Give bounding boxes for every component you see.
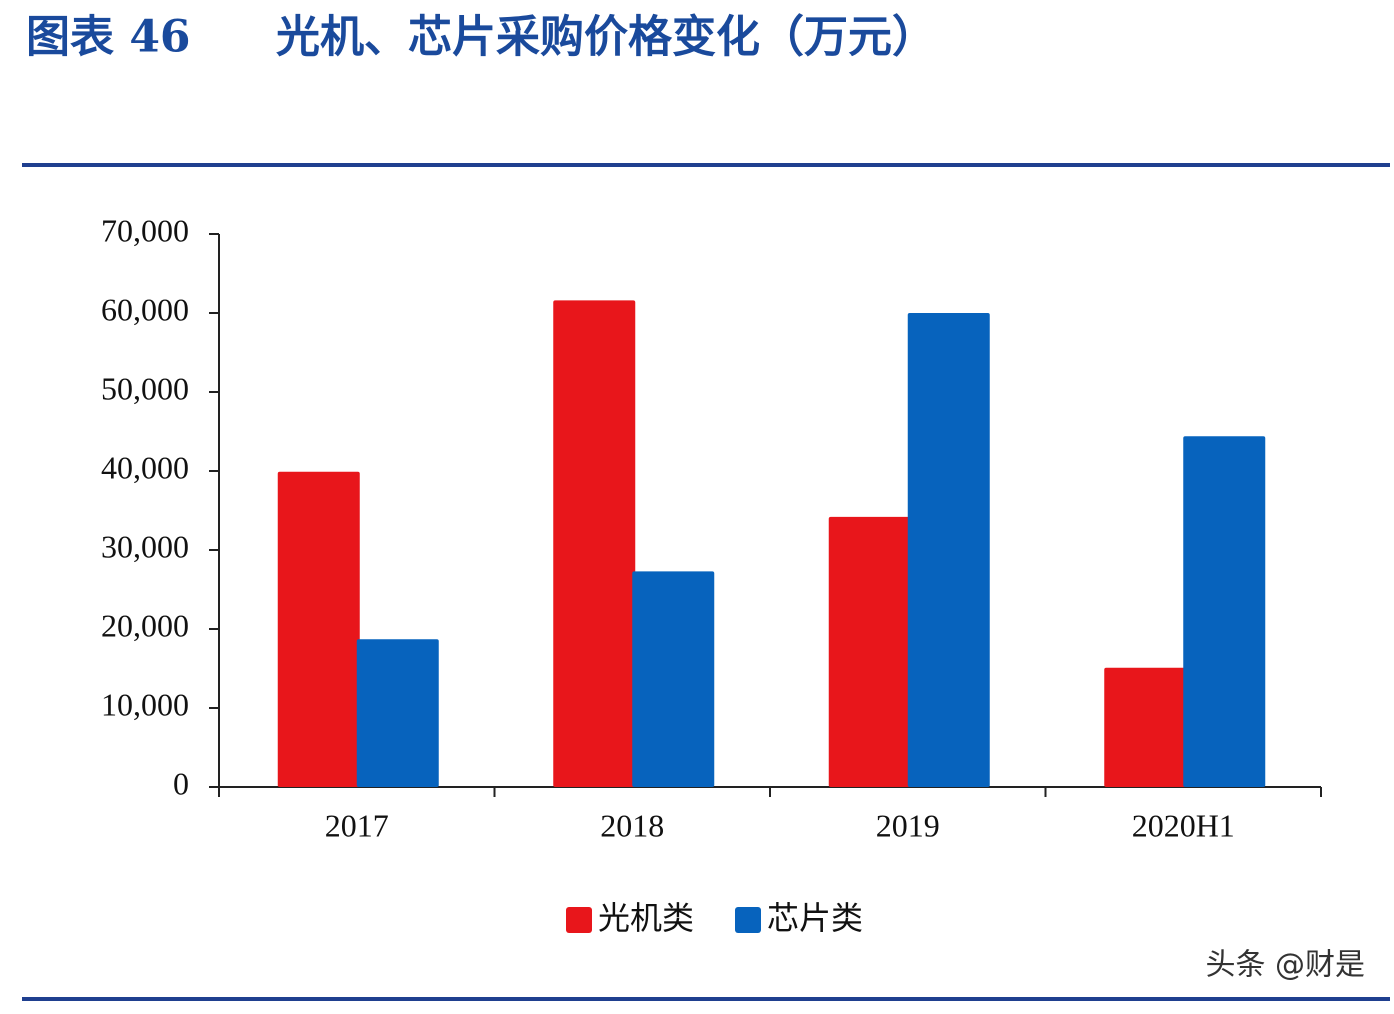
bar [1183, 436, 1266, 787]
y-tick-label: 60,000 [101, 291, 189, 327]
watermark: 头条 @财是 [1205, 948, 1365, 983]
bar [632, 571, 715, 787]
bar [907, 313, 990, 787]
x-tick-label: 2019 [876, 807, 940, 843]
legend-swatch [566, 907, 592, 933]
y-tick-label: 70,000 [101, 212, 189, 248]
y-tick-label: 20,000 [101, 607, 189, 643]
x-tick-label: 2017 [325, 807, 389, 843]
y-tick-label: 30,000 [101, 528, 189, 564]
legend-label: 光机类 [598, 899, 694, 937]
bar [356, 639, 439, 787]
bar [553, 300, 636, 787]
bar [277, 471, 360, 787]
figure-label: 图表 46 [26, 12, 191, 63]
x-tick-label: 2018 [600, 807, 664, 843]
x-tick-label: 2020H1 [1132, 807, 1235, 843]
y-tick-label: 0 [173, 765, 189, 801]
y-tick-label: 40,000 [101, 449, 189, 485]
bar [828, 516, 911, 787]
chart-title: 光机、芯片采购价格变化（万元） [276, 12, 936, 63]
y-tick-label: 10,000 [101, 686, 189, 722]
y-tick-label: 50,000 [101, 370, 189, 406]
legend-swatch [735, 907, 761, 933]
bar [1104, 667, 1187, 787]
legend-label: 芯片类 [767, 899, 863, 937]
